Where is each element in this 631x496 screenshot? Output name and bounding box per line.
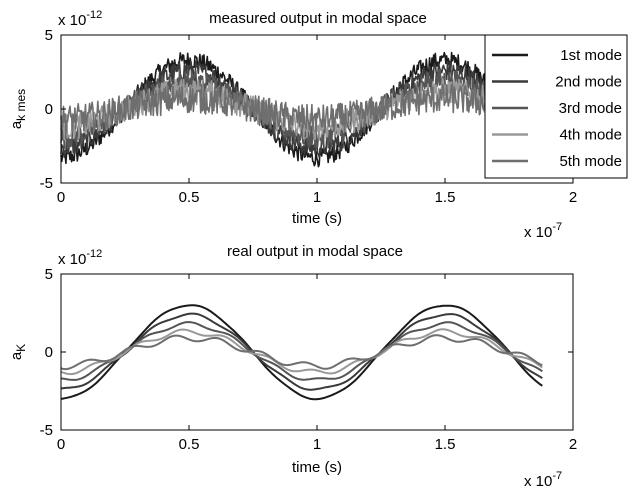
- top-x-tick-label: 2: [569, 189, 577, 206]
- legend-label-2: 2nd mode: [555, 74, 622, 91]
- top-series-group: [60, 51, 487, 168]
- top-series-5-line: [60, 83, 487, 135]
- bottom-y-tick-label: 5: [45, 266, 53, 283]
- bottom-series-3-line: [60, 321, 543, 381]
- bottom-series-5-line: [60, 334, 543, 371]
- top-x-exponent: x 10-7: [524, 221, 562, 241]
- bottom-x-tick-label: 0: [57, 436, 65, 453]
- bottom-series-4-line: [60, 328, 543, 376]
- top-y-tick-label: 5: [45, 27, 53, 44]
- legend-label-4: 4th mode: [559, 127, 622, 144]
- top-y-tick-label: -5: [40, 175, 53, 192]
- top-x-tick-label: 1: [313, 189, 321, 206]
- top-ticks: 0 0.5 1 1.5 250-5: [40, 27, 578, 206]
- bottom-series-2-line: [60, 312, 543, 391]
- bottom-title: real output in modal space: [227, 243, 403, 260]
- top-x-tick-label: 0.5: [179, 189, 200, 206]
- top-y-label: ak mes: [8, 89, 28, 129]
- bottom-x-label: time (s): [292, 459, 342, 476]
- top-title: measured output in modal space: [209, 10, 427, 27]
- bottom-x-exponent: x 10-7: [524, 470, 562, 490]
- top-x-tick-label: 0: [57, 189, 65, 206]
- top-y-tick-label: 0: [45, 101, 53, 118]
- top-y-exponent: x 10-12: [58, 9, 102, 29]
- top-x-label: time (s): [292, 210, 342, 227]
- top-x-tick-label: 1.5: [435, 189, 456, 206]
- bottom-x-tick-label: 2: [569, 436, 577, 453]
- legend-label-5: 5th mode: [559, 153, 622, 170]
- bottom-series-1-line: [60, 304, 543, 401]
- bottom-ticks: 0 0.5 1 1.5 250-5: [40, 266, 578, 453]
- legend: 1st mode 2nd mode 3rd mode 4th mode 5th mode: [484, 34, 628, 179]
- bottom-y-exponent: x 10-12: [58, 248, 102, 268]
- legend-label-3: 3rd mode: [559, 100, 622, 117]
- bottom-y-label: aK: [8, 344, 28, 360]
- legend-box: [484, 34, 628, 179]
- bottom-x-tick-label: 0.5: [179, 436, 200, 453]
- bottom-y-tick-label: -5: [40, 422, 53, 439]
- bottom-subplot: real output in modal space x 10-12 0 0.5 1…: [8, 243, 577, 490]
- bottom-axes-frame: [60, 273, 574, 431]
- bottom-series-group: [60, 304, 543, 401]
- bottom-x-tick-label: 1: [313, 436, 321, 453]
- bottom-y-tick-label: 0: [45, 344, 53, 361]
- top-subplot: measured output in modal space x 10-12 0…: [8, 9, 628, 241]
- legend-label-1: 1st mode: [560, 47, 622, 64]
- bottom-x-tick-label: 1.5: [435, 436, 456, 453]
